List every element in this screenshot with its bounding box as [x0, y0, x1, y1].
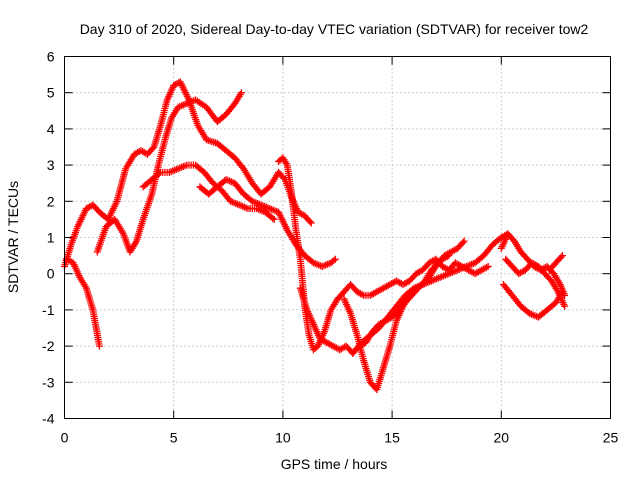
series-arc-13: [545, 252, 566, 274]
x-tick-label: 20: [494, 430, 510, 446]
series-arc-4: [139, 161, 278, 223]
y-tick-label: -2: [42, 338, 55, 354]
y-tick-label: 1: [47, 230, 55, 246]
data-point: [307, 219, 315, 227]
data-point: [443, 253, 451, 261]
y-axis-label: SDTVAR / TECUs: [5, 181, 21, 293]
series-arc-11: [502, 255, 569, 310]
x-tick-label: 5: [170, 430, 178, 446]
data-point: [331, 255, 339, 263]
tick-labels: -4 -3 -2 -1 0 1 2 3 4 5 6 0 5 10 15 20 25: [42, 49, 618, 446]
series-arc-5: [196, 176, 339, 270]
series-arc-12: [499, 281, 566, 321]
y-tick-label: 3: [47, 157, 55, 173]
data-point: [270, 215, 278, 223]
data-point: [358, 291, 366, 299]
x-tick-label: 15: [384, 430, 400, 446]
y-tick-label: -4: [42, 411, 55, 427]
x-tick-label: 10: [275, 430, 291, 446]
data-point: [155, 170, 163, 178]
data-point: [557, 253, 565, 261]
data-point: [95, 342, 103, 350]
data-point: [237, 89, 245, 97]
y-tick-label: 2: [47, 193, 55, 209]
y-tick-label: 6: [47, 49, 55, 65]
x-tick-label: 0: [61, 430, 69, 446]
y-tick-label: -3: [42, 374, 55, 390]
series-arc-9: [349, 230, 512, 357]
series-arc-3: [93, 89, 245, 256]
y-tick-label: 4: [47, 121, 55, 137]
data-point: [445, 252, 453, 260]
plot-frame: [64, 56, 611, 419]
y-tick-label: -1: [42, 302, 55, 318]
data-point: [330, 256, 338, 264]
data-point: [269, 214, 277, 222]
data-point: [459, 239, 467, 247]
y-tick-label: 5: [47, 85, 55, 101]
chart-title: Day 310 of 2020, Sidereal Day-to-day VTE…: [80, 21, 589, 37]
x-tick-label: 25: [603, 430, 619, 446]
series-arc-1: [61, 78, 315, 270]
data-point: [306, 218, 314, 226]
data-point: [558, 252, 566, 260]
data-point: [561, 302, 569, 310]
y-tick-label: 0: [47, 266, 55, 282]
data-point: [460, 237, 468, 245]
data-point: [483, 263, 491, 271]
x-axis-label: GPS time / hours: [281, 456, 388, 472]
data-point: [484, 262, 492, 270]
data-point: [558, 288, 566, 296]
data-points: [61, 78, 569, 394]
